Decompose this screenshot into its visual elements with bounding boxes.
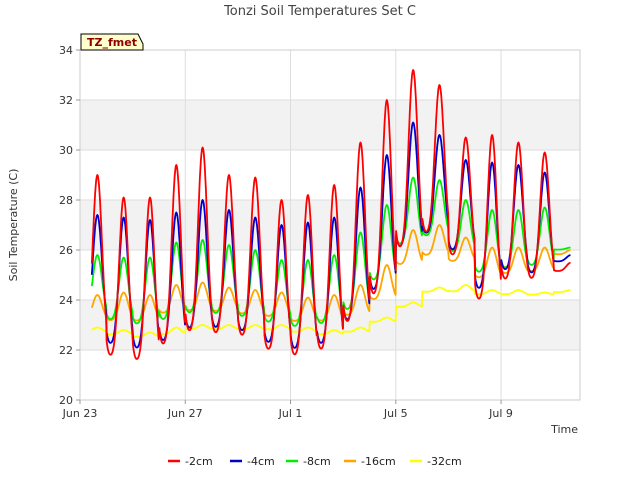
x-axis-ticks: Jun 23 Jun 27 Jul 1 Jul 5 Jul 9 <box>62 400 513 420</box>
x-tick-label: Jun 27 <box>167 407 203 420</box>
y-tick-label: 32 <box>59 94 73 107</box>
x-tick-label: Jun 23 <box>62 407 98 420</box>
series-line-4cm <box>90 121 571 349</box>
legend-label: -2cm <box>185 455 213 468</box>
y-tick-label: 24 <box>59 294 73 307</box>
legend-label: -32cm <box>427 455 462 468</box>
y-axis-ticks: 20 22 24 26 28 30 32 34 <box>59 44 80 407</box>
legend-item: -32cm <box>410 455 462 468</box>
y-tick-label: 34 <box>59 44 73 57</box>
legend-label: -4cm <box>247 455 275 468</box>
legend-item: -16cm <box>344 455 396 468</box>
tag-text: TZ_fmet <box>87 36 137 49</box>
legend-label: -8cm <box>303 455 331 468</box>
grid-band <box>80 300 580 350</box>
grid-band <box>80 100 580 150</box>
x-tick-label: Jul 1 <box>278 407 303 420</box>
y-tick-label: 28 <box>59 194 73 207</box>
x-axis-label: Time <box>550 423 578 436</box>
plot-frame <box>79 49 581 401</box>
y-tick-label: 22 <box>59 344 73 357</box>
x-tick-label: Jul 9 <box>488 407 513 420</box>
series-lines <box>90 69 571 360</box>
legend-label: -16cm <box>361 455 396 468</box>
tag-label: TZ_fmet <box>80 33 144 51</box>
legend-item: -4cm <box>230 455 275 468</box>
legend-item: -2cm <box>168 455 213 468</box>
tag-box <box>80 33 144 51</box>
y-tick-label: 30 <box>59 144 73 157</box>
legend-item: -8cm <box>286 455 331 468</box>
series-line-16cm <box>90 224 571 322</box>
y-axis-label: Soil Temperature (C) <box>7 169 20 282</box>
y-tick-label: 20 <box>59 394 73 407</box>
chart-title: Tonzi Soil Temperatures Set C <box>223 4 416 19</box>
x-tick-label: Jul 5 <box>383 407 408 420</box>
y-tick-label: 26 <box>59 244 73 257</box>
series-line-2cm <box>90 69 571 360</box>
series-line-32cm <box>91 284 571 338</box>
legend: -2cm -4cm -8cm -16cm -32cm <box>168 455 462 468</box>
